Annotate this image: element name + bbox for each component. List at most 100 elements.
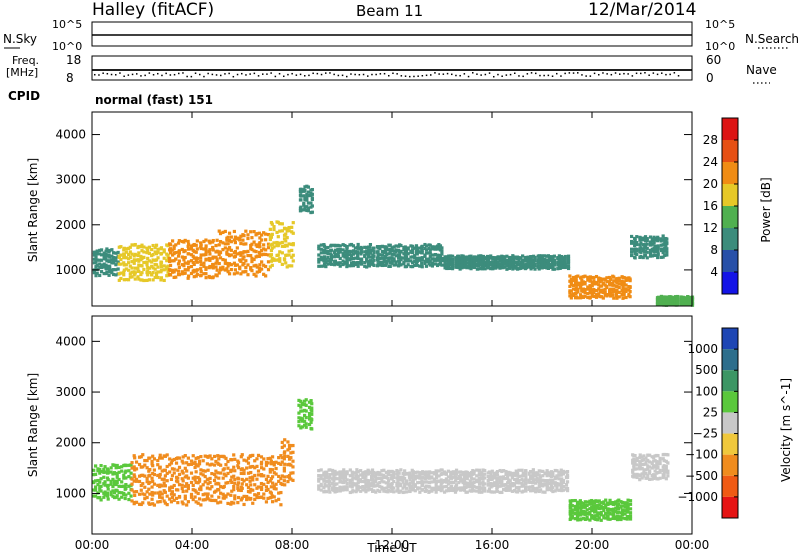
- power-cell: [226, 270, 230, 274]
- velocity-cell: [162, 489, 166, 493]
- velocity-cell: [560, 482, 564, 487]
- power-cell: [443, 266, 447, 270]
- power-cell: [159, 246, 164, 250]
- power-cell: [470, 262, 475, 267]
- velocity-cell: [236, 464, 240, 468]
- velocity-cell: [147, 469, 151, 473]
- velocity-cell: [599, 513, 603, 517]
- velocity-cell: [483, 482, 487, 486]
- power-cell: [489, 254, 493, 258]
- power-cell: [428, 248, 432, 252]
- power-cell: [204, 272, 208, 276]
- velocity-cell: [557, 470, 561, 474]
- power-cell: [661, 234, 665, 238]
- power-cell: [215, 274, 219, 278]
- power-cell: [671, 302, 675, 306]
- power-cell: [333, 248, 338, 252]
- velocity-cell: [650, 461, 654, 465]
- velocity-cell: [653, 465, 657, 469]
- nave-dot: [463, 73, 466, 75]
- nave-dot: [295, 74, 298, 76]
- velocity-cell: [361, 485, 365, 489]
- power-cell: [171, 248, 175, 252]
- power-cell: [380, 244, 384, 248]
- power-cell: [351, 249, 356, 253]
- velocity-cell: [341, 470, 345, 474]
- power-cell: [388, 243, 392, 247]
- nave-dot: [329, 72, 331, 74]
- power-cell: [275, 240, 279, 245]
- velocity-cell: [446, 489, 451, 493]
- velocity-cell: [462, 479, 467, 483]
- velocity-cell: [512, 482, 517, 486]
- power-cell: [639, 241, 643, 245]
- velocity-cell: [145, 458, 149, 463]
- power-cell: [645, 250, 649, 254]
- velocity-cell: [640, 466, 644, 470]
- velocity-colorbar-frame: [721, 327, 739, 519]
- velocity-cell: [570, 499, 574, 503]
- power-cell: [622, 293, 626, 297]
- velocity-cell: [487, 475, 492, 479]
- power-cell: [540, 266, 544, 270]
- power-cell: [521, 264, 525, 268]
- velocity-cell: [270, 475, 275, 479]
- nave-dot: [593, 72, 596, 75]
- velocity-cell: [535, 473, 539, 477]
- velocity-cell: [477, 472, 482, 476]
- velocity-cell: [277, 474, 281, 479]
- velocity-cell: [199, 485, 203, 489]
- power-cell: [491, 262, 495, 267]
- velocity-cell: [350, 485, 354, 489]
- freq-label-top: Freq.: [12, 54, 39, 67]
- date-title: 12/Mar/2014: [588, 0, 697, 20]
- power-cell: [260, 267, 264, 271]
- power-cell: [390, 252, 394, 256]
- velocity-cell: [397, 475, 401, 479]
- power-cell: [99, 258, 104, 262]
- velocity-cell: [272, 486, 276, 491]
- power-cell: [368, 249, 373, 253]
- nave-dot: [476, 73, 478, 75]
- velocity-cell: [481, 477, 485, 481]
- power-cell: [250, 260, 254, 264]
- velocity-cell: [656, 470, 660, 475]
- power-cell: [349, 250, 354, 254]
- velocity-cell: [282, 469, 286, 473]
- velocity-cell: [199, 503, 203, 507]
- velocity-cell: [206, 482, 210, 486]
- velocity-cell: [561, 469, 566, 474]
- power-cell: [215, 260, 219, 264]
- power-cell: [423, 261, 427, 265]
- velocity-cell: [626, 506, 630, 510]
- power-cell: [372, 246, 376, 250]
- power-cell: [215, 238, 219, 242]
- velocity-cell: [109, 493, 113, 497]
- power-cell: [150, 247, 154, 252]
- velocity-cell: [342, 480, 346, 485]
- power-cell: [221, 241, 225, 245]
- power-cell: [162, 250, 166, 254]
- velocity-cell: [364, 470, 368, 474]
- velocity-cell: [134, 500, 139, 504]
- velocity-cell: [297, 420, 301, 424]
- power-cell: [192, 262, 196, 267]
- nave-dot: [640, 72, 642, 75]
- velocity-cell: [506, 484, 510, 488]
- velocity-cell: [259, 487, 264, 492]
- velocity-cell: [535, 489, 539, 493]
- power-cell: [139, 254, 143, 259]
- velocity-cell: [648, 453, 652, 457]
- velocity-cell: [317, 473, 321, 478]
- velocity-cell: [162, 477, 166, 481]
- power-cell: [199, 273, 203, 277]
- velocity-cell: [148, 467, 152, 472]
- velocity-cell: [317, 484, 321, 488]
- power-cell: [376, 252, 380, 257]
- velocity-cell: [602, 508, 606, 513]
- power-cell: [380, 260, 384, 264]
- power-cell: [599, 277, 604, 281]
- power-cell: [675, 301, 680, 306]
- nave-dot: [127, 74, 130, 76]
- velocity-cell: [245, 477, 249, 481]
